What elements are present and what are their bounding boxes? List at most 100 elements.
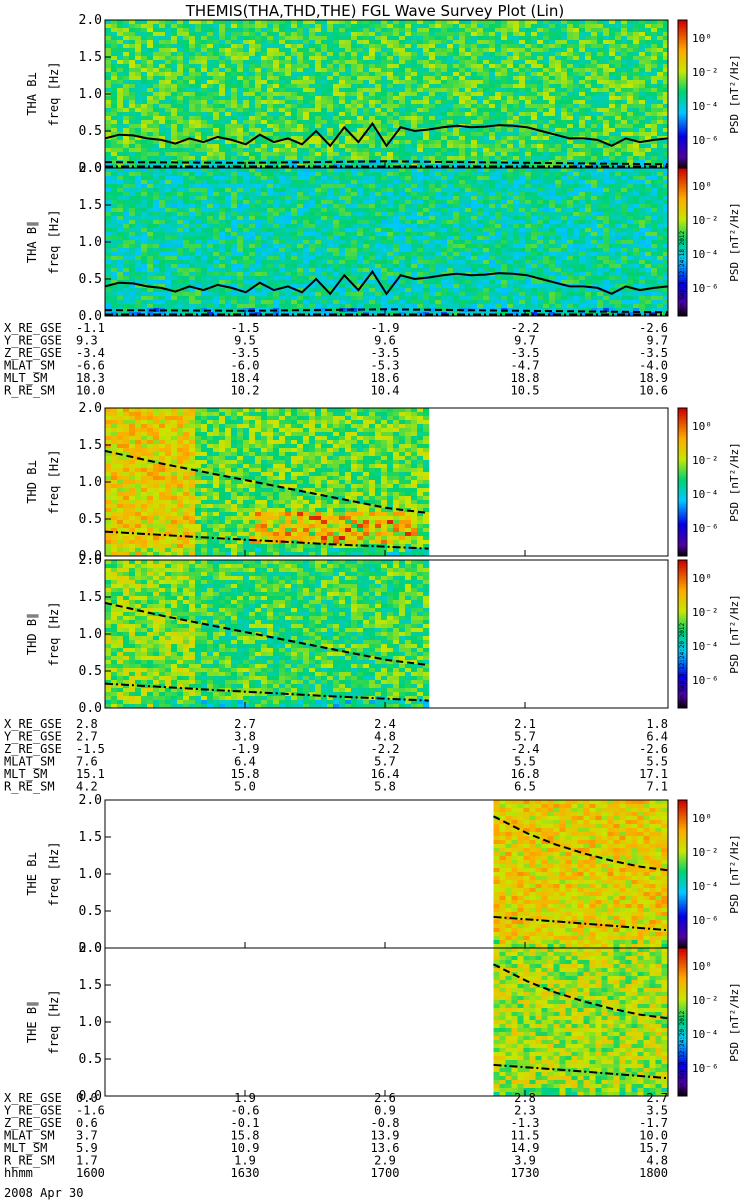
spectrogram-cells — [105, 408, 430, 557]
ephemeris-row-label: Y_RE_GSE — [4, 730, 62, 744]
ephemeris-value: 4.2 — [76, 780, 98, 794]
colorbar-tick-label: 10⁻² — [692, 454, 719, 467]
ephemeris-value: 3.9 — [514, 1154, 536, 1168]
y-tick-label: 0.0 — [79, 161, 102, 176]
ephemeris-value: -5.3 — [371, 359, 400, 373]
colorbar-tick-label: 10⁰ — [692, 180, 712, 193]
ephemeris-value: 10.0 — [639, 1129, 668, 1143]
y-tick-label: 0.0 — [79, 941, 102, 956]
y-axis-label: THA B⊥ — [25, 72, 39, 115]
colorbar-tick-label: 10⁰ — [692, 812, 712, 825]
panel-thab: 0.0 0.5 1.0 1.5 2.0 THA B⊥ freq [Hz] 10⁰ 10⁻² 10⁻… — [25, 13, 741, 176]
colorbar-tick-label: 10⁻⁴ — [692, 248, 719, 261]
ephemeris-value: 17.1 — [639, 767, 668, 781]
ephemeris-value: 15.8 — [231, 1129, 260, 1143]
overlay-line-dashdot — [493, 915, 669, 932]
ephemeris-value: -3.5 — [231, 346, 260, 360]
ephemeris-value: 2.7 — [234, 717, 256, 731]
ephemeris-value: -3.5 — [639, 346, 668, 360]
ephemeris-tha: X_RE_GSE -1.1 -1.5 -1.9 -2.2 -2.6 Y_RE_GSE 9.3 9… — [4, 321, 668, 398]
overlay-line-dashdot — [104, 682, 429, 702]
y-axis-label: THE B⊥ — [25, 852, 39, 895]
colorbar-tick-label: 10⁻² — [692, 606, 719, 619]
colorbar-tick-label: 10⁻⁴ — [692, 1028, 719, 1041]
overlay-line-solid — [104, 269, 669, 296]
ephemeris-value: 5.7 — [514, 730, 536, 744]
ephemeris-value: 2.3 — [514, 1104, 536, 1118]
ephemeris-value: 15.8 — [231, 767, 260, 781]
y-tick-label: 0.5 — [79, 664, 102, 679]
ephemeris-value: 9.7 — [646, 334, 668, 348]
colorbar: 10⁰ 10⁻² 10⁻⁴ 10⁻⁶ PSD [nT²/Hz] — [677, 799, 741, 949]
ephemeris-the: X_RE_GSE 0.0 1.9 2.6 2.8 2.7 Y_RE_GSE -1.6 -0.6 0… — [4, 1091, 668, 1180]
y-tick-label: 0.0 — [79, 309, 102, 324]
ephemeris-row-label: X_RE_GSE — [4, 321, 62, 335]
ephemeris-value: 9.6 — [374, 334, 396, 348]
colorbar-tick-label: 10⁻⁴ — [692, 640, 719, 653]
ephemeris-row-label: MLT_SM — [4, 767, 47, 781]
y-tick-label: 2.0 — [79, 401, 102, 416]
colorbar: 10⁰ 10⁻² 10⁻⁴ 10⁻⁶ PSD [nT²/Hz] Mon Sep 3 12:… — [677, 559, 741, 709]
ephemeris-value: 4.8 — [374, 730, 396, 744]
y-tick-label: 0.5 — [79, 272, 102, 287]
ephemeris-row-label: MLAT_SM — [4, 1129, 55, 1143]
ephemeris-value: 9.7 — [514, 334, 536, 348]
ephemeris-row-label: MLT_SM — [4, 1141, 47, 1155]
overlay-line-dashed — [104, 160, 669, 166]
ephemeris-row-label: Y_RE_GSE — [4, 334, 62, 348]
generation-stamp: Mon Sep 3 12:24:18 2012 — [679, 231, 686, 314]
y-tick-label: 2.0 — [79, 793, 102, 808]
colorbar-label: PSD [nT²/Hz] — [728, 982, 741, 1061]
ephemeris-value: -2.2 — [511, 321, 540, 335]
ephemeris-value: 2.8 — [76, 717, 98, 731]
y-tick-label: 0.0 — [79, 549, 102, 564]
ephemeris-value: 1700 — [371, 1166, 400, 1180]
ephemeris-value: 3.8 — [234, 730, 256, 744]
colorbar-tick-label: 10⁻⁶ — [692, 914, 719, 927]
ephemeris-value: 18.3 — [76, 371, 105, 385]
panel-theb: 0.0 0.5 1.0 1.5 2.0 THE B∥ freq [Hz] 10⁰ 10⁻² 10⁻… — [25, 941, 741, 1104]
ephemeris-value: 2.1 — [514, 717, 536, 731]
colorbar-frame — [677, 559, 688, 709]
colorbar-tick-label: 10⁰ — [692, 420, 712, 433]
ephemeris-value: -1.6 — [76, 1104, 105, 1118]
y-tick-label: 1.5 — [79, 830, 102, 845]
ephemeris-value: 3.5 — [646, 1104, 668, 1118]
ephemeris-value: -1.5 — [231, 321, 260, 335]
spectrogram-cells — [493, 948, 669, 1097]
ephemeris-value: 2.7 — [646, 1091, 668, 1105]
ephemeris-value: 1630 — [231, 1166, 260, 1180]
figure-title: THEMIS(THA,THD,THE) FGL Wave Survey Plot… — [185, 2, 564, 20]
ephemeris-value: -0.8 — [371, 1116, 400, 1130]
overlay-line-dashed — [493, 815, 669, 872]
y-axis-unit: freq [Hz] — [47, 449, 61, 514]
y-tick-label: 1.5 — [79, 198, 102, 213]
ephemeris-value: 10.2 — [231, 384, 260, 398]
ephemeris-value: -2.2 — [371, 742, 400, 756]
y-axis-unit: freq [Hz] — [47, 841, 61, 906]
spectrogram-panels: 0.0 0.5 1.0 1.5 2.0 THA B⊥ freq [Hz] 10⁰ 10⁻² 10⁻… — [25, 13, 741, 1104]
ephemeris-value: 1800 — [639, 1166, 668, 1180]
colorbar-tick-label: 10⁻⁴ — [692, 880, 719, 893]
spectrogram-cells — [105, 20, 669, 169]
ephemeris-value: 6.4 — [646, 730, 668, 744]
ephemeris-value: 2.9 — [374, 1154, 396, 1168]
ephemeris-value: 0.0 — [76, 1091, 98, 1105]
ephemeris-row-label: R_RE_SM — [4, 780, 55, 794]
y-axis-label: THD B∥ — [25, 613, 39, 655]
ephemeris-value: -2.4 — [511, 742, 540, 756]
colorbar-tick-label: 10⁻⁴ — [692, 488, 719, 501]
ephemeris-value: 10.4 — [371, 384, 400, 398]
ephemeris-value: -1.5 — [76, 742, 105, 756]
ephemeris-row-label: X_RE_GSE — [4, 1091, 62, 1105]
ephemeris-value: 1600 — [76, 1166, 105, 1180]
ephemeris-value: 7.6 — [76, 755, 98, 769]
ephemeris-value: 9.3 — [76, 334, 98, 348]
ephemeris-value: 13.9 — [371, 1129, 400, 1143]
ephemeris-value: 6.4 — [234, 755, 256, 769]
overlay-line-dashed — [493, 963, 669, 1020]
colorbar-tick-label: 10⁻² — [692, 846, 719, 859]
ephemeris-value: 1.7 — [76, 1154, 98, 1168]
ephemeris-row-label: R_RE_SM — [4, 384, 55, 398]
